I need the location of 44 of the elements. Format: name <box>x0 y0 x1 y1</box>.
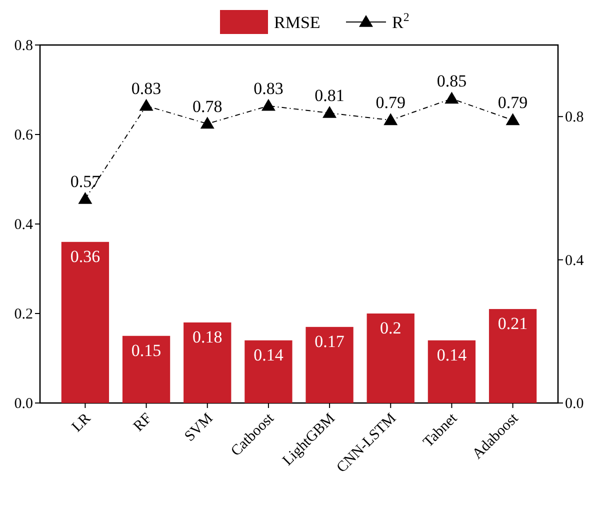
bar <box>428 340 476 403</box>
y2-tick-label: 0.0 <box>565 396 584 412</box>
x-tick-label: RF <box>130 410 156 435</box>
data-label: 0.81 <box>314 86 344 106</box>
data-label: 0.57 <box>70 172 101 191</box>
y2-tick-label: 0.8 <box>565 110 584 126</box>
data-label: 0.2 <box>380 318 402 338</box>
data-label: 0.78 <box>192 96 222 116</box>
point <box>384 113 398 126</box>
point <box>322 106 337 118</box>
y-tick-label: 0.6 <box>14 128 34 144</box>
data-label: 0.14 <box>254 345 284 364</box>
point <box>506 113 520 126</box>
bar <box>122 336 170 403</box>
data-label: 0.83 <box>254 78 284 98</box>
x-tick-label: LR <box>69 410 94 436</box>
y-tick-label: 0.0 <box>14 396 33 412</box>
point <box>200 116 214 129</box>
bar <box>366 314 414 403</box>
bar <box>244 340 292 403</box>
data-label: 0.15 <box>131 340 162 360</box>
bar <box>306 326 354 403</box>
data-label: 0.36 <box>70 246 100 266</box>
y-tick-label: 0.4 <box>14 217 34 233</box>
bar <box>184 322 232 403</box>
point <box>139 98 154 111</box>
data-label: 0.85 <box>436 72 467 91</box>
data-label: 0.14 <box>436 345 468 364</box>
data-label: 0.79 <box>498 93 528 112</box>
bar <box>61 242 110 403</box>
data-label: 0.18 <box>192 327 222 346</box>
bar <box>488 309 537 403</box>
point <box>261 98 276 111</box>
point <box>78 192 92 204</box>
legend-label: RMSE <box>274 13 320 32</box>
data-label: 0.83 <box>131 78 162 98</box>
data-label: 0.79 <box>376 93 406 112</box>
y-tick-label: 0.8 <box>14 38 33 54</box>
data-label: 0.17 <box>314 332 345 351</box>
legend-label: R$^{2}$ <box>392 10 410 32</box>
point <box>444 92 459 104</box>
data-label: 0.21 <box>498 314 528 334</box>
y-tick-label: 0.2 <box>14 306 33 322</box>
y2-tick-label: 0.4 <box>565 252 584 269</box>
